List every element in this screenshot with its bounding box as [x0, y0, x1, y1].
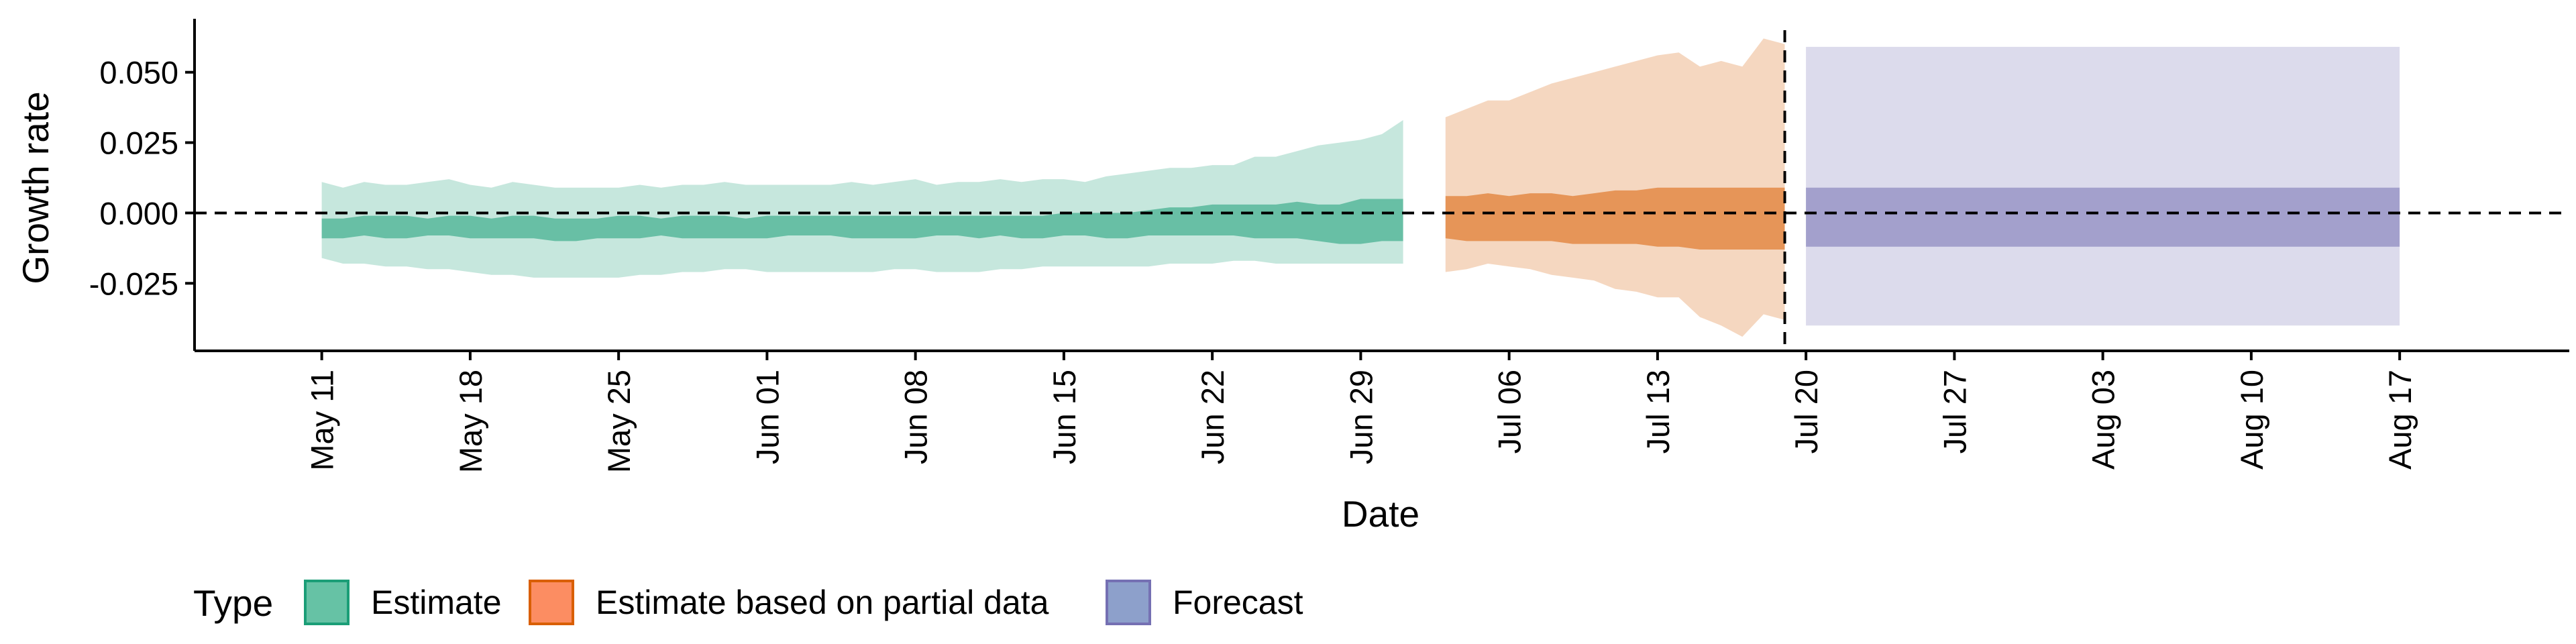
legend-title: Type — [193, 582, 273, 624]
x-axis-ticks: May 11 May 18 May 25 Jun 01 Jun 08 Jun 15 Jun … — [305, 351, 2418, 473]
x-tick-label: Jul 06 — [1492, 370, 1527, 453]
x-tick-label: Aug 17 — [2382, 370, 2418, 470]
x-tick-label: Jul 27 — [1937, 370, 1972, 453]
legend-key-estimate — [304, 580, 350, 625]
forecast-outer-band — [1806, 46, 2400, 326]
x-tick-label: Jun 29 — [1343, 370, 1379, 464]
x-tick-label: Jul 13 — [1640, 370, 1676, 453]
y-axis-ticks: 0.050 0.025 0.000 -0.025 — [89, 55, 195, 301]
forecast-inner-band — [1806, 187, 2400, 247]
estimate-based-on-partial-data-outer-band — [1445, 38, 1785, 337]
x-tick-label: Aug 10 — [2234, 370, 2269, 470]
legend-label-estimate: Estimate — [371, 584, 502, 621]
ribbon-layer — [321, 38, 2400, 337]
x-tick-label: May 25 — [601, 370, 637, 473]
y-tick-label: 0.000 — [99, 195, 178, 231]
x-tick-label: Jun 01 — [749, 370, 785, 464]
legend: Type Estimate Estimate based on partial d… — [193, 580, 1303, 625]
y-tick-label: 0.025 — [99, 125, 178, 161]
estimate-inner-band — [321, 199, 1403, 244]
x-tick-label: Jun 22 — [1195, 370, 1230, 464]
legend-label-forecast: Forecast — [1173, 584, 1303, 621]
legend-key-forecast — [1106, 580, 1151, 625]
x-tick-label: Jun 15 — [1046, 370, 1082, 464]
x-tick-label: Jul 20 — [1788, 370, 1824, 453]
x-axis-title: Date — [1342, 493, 1419, 535]
y-axis-title: Growth rate — [15, 91, 56, 284]
estimate-outer-band — [321, 120, 1403, 278]
y-tick-label: -0.025 — [89, 266, 178, 301]
x-tick-label: May 11 — [305, 370, 340, 471]
x-tick-label: Jun 08 — [898, 370, 934, 464]
y-tick-label: 0.050 — [99, 55, 178, 91]
estimate-based-on-partial-data-inner-band — [1445, 187, 1785, 250]
x-tick-label: May 18 — [453, 370, 488, 473]
legend-key-estimate-based-on-partial-data — [529, 580, 574, 625]
x-tick-label: Aug 03 — [2086, 370, 2121, 470]
legend-label-estimate-based-on-partial-data: Estimate based on partial data — [596, 584, 1049, 621]
